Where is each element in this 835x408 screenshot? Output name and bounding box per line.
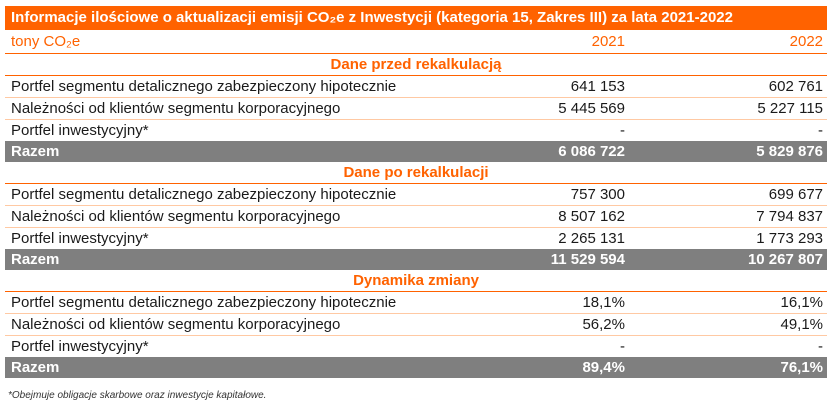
total-row: Razem 6 086 722 5 829 876	[5, 141, 828, 162]
value-2021: 2 265 131	[558, 230, 625, 247]
value-2022: 699 677	[629, 183, 828, 206]
value-2022: -	[818, 122, 824, 139]
row-label: Portfel inwestycyjny*	[11, 230, 149, 247]
value-2022: -	[818, 338, 824, 355]
column-header-row: tony CO₂e 2021 2022	[5, 30, 828, 54]
value-2022: 1 773 293	[756, 230, 824, 247]
table-row: Portfel inwestycyjny* - -	[5, 336, 827, 358]
value-2021: 56,2%	[409, 313, 629, 336]
total-label: Razem	[5, 141, 409, 162]
table-title-row: Informacje ilościowe o aktualizacji emis…	[5, 6, 828, 30]
total-label: Razem	[5, 357, 409, 378]
section-heading-row: Dane przed rekalkulacją	[5, 53, 828, 76]
table-row: Należności od klientów segmentu korporac…	[5, 97, 828, 120]
table-row: Portfel segmentu detalicznego zabezpiecz…	[5, 183, 828, 206]
section-heading: Dane przed rekalkulacją	[5, 53, 828, 76]
table-row: Portfel inwestycyjny* 2 265 131 1 773 29…	[5, 228, 827, 250]
column-header-2021: 2021	[409, 30, 629, 54]
table-row: Portfel segmentu detalicznego zabezpiecz…	[5, 75, 828, 98]
total-2021: 89,4%	[409, 357, 629, 378]
value-2022: 7 794 837	[629, 205, 828, 228]
value-2022: 602 761	[629, 75, 828, 98]
value-2022: 5 227 115	[629, 97, 828, 120]
row-label: Portfel segmentu detalicznego zabezpiecz…	[5, 183, 409, 206]
row-label: Należności od klientów segmentu korporac…	[5, 97, 409, 120]
emissions-table-container: Informacje ilościowe o aktualizacji emis…	[5, 6, 828, 378]
row-label: Portfel inwestycyjny*	[11, 122, 149, 139]
value-2021: 5 445 569	[409, 97, 629, 120]
total-2022: 5 829 876	[629, 141, 828, 162]
value-2021: 757 300	[409, 183, 629, 206]
total-2022: 76,1%	[629, 357, 828, 378]
table-row: Należności od klientów segmentu korporac…	[5, 313, 828, 336]
value-2021: -	[620, 338, 625, 355]
total-2021: 11 529 594	[409, 249, 629, 270]
total-row: Razem 11 529 594 10 267 807	[5, 249, 828, 270]
column-header-2022: 2022	[629, 30, 828, 54]
table-row: Portfel inwestycyjny* - -	[5, 120, 827, 142]
value-2021: -	[620, 122, 625, 139]
row-label: Portfel segmentu detalicznego zabezpiecz…	[5, 291, 409, 314]
total-2021: 6 086 722	[409, 141, 629, 162]
value-2021: 8 507 162	[409, 205, 629, 228]
table-title: Informacje ilościowe o aktualizacji emis…	[5, 6, 828, 30]
total-label: Razem	[5, 249, 409, 270]
value-2021: 641 153	[409, 75, 629, 98]
row-label: Należności od klientów segmentu korporac…	[5, 205, 409, 228]
unit-label: tony CO₂e	[5, 30, 409, 54]
row-label: Należności od klientów segmentu korporac…	[5, 313, 409, 336]
row-label: Portfel inwestycyjny*	[11, 338, 149, 355]
footnote: *Obejmuje obligacje skarbowe oraz inwest…	[8, 390, 267, 401]
value-2021: 18,1%	[409, 291, 629, 314]
table-row: Należności od klientów segmentu korporac…	[5, 205, 828, 228]
value-2022: 49,1%	[629, 313, 828, 336]
section-heading-row: Dynamika zmiany	[5, 270, 828, 292]
emissions-table: Informacje ilościowe o aktualizacji emis…	[5, 6, 828, 378]
section-heading: Dynamika zmiany	[5, 270, 828, 292]
total-2022: 10 267 807	[629, 249, 828, 270]
section-heading-row: Dane po rekalkulacji	[5, 162, 828, 184]
row-label: Portfel segmentu detalicznego zabezpiecz…	[5, 75, 409, 98]
section-heading: Dane po rekalkulacji	[5, 162, 828, 184]
table-row: Portfel segmentu detalicznego zabezpiecz…	[5, 291, 828, 314]
total-row: Razem 89,4% 76,1%	[5, 357, 828, 378]
value-2022: 16,1%	[629, 291, 828, 314]
